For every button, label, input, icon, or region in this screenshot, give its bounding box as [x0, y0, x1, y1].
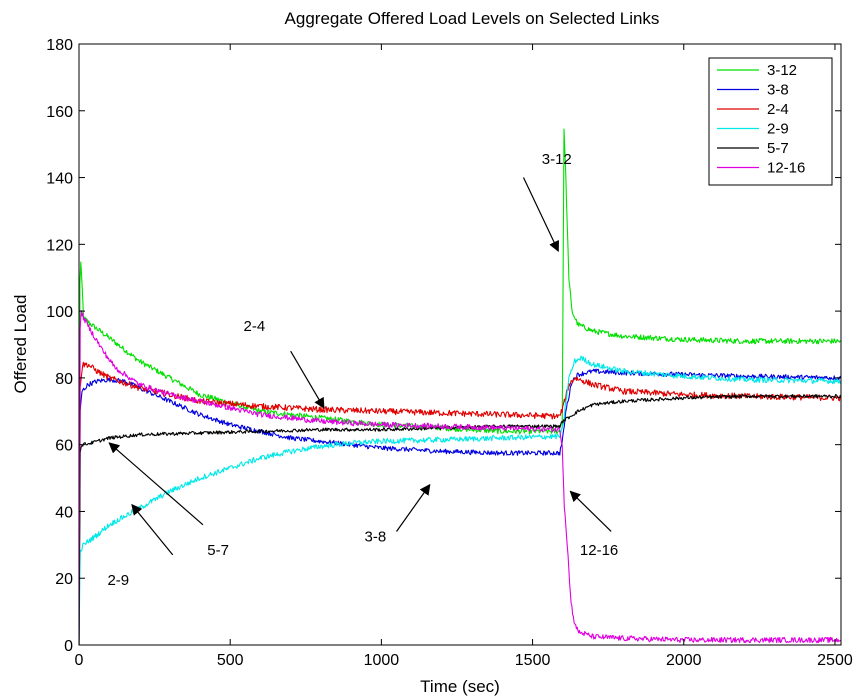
annotation-label: 5-7: [207, 542, 229, 559]
y-tick-label: 0: [64, 638, 73, 655]
y-tick-label: 180: [46, 37, 73, 54]
legend-label: 2-4: [767, 101, 789, 118]
legend: 3-12 3-8 2-4 2-9 5-7 12-16: [708, 57, 833, 186]
x-tick-label: 2000: [666, 652, 702, 669]
x-tick-label: 500: [217, 652, 244, 669]
legend-label: 5-7: [767, 140, 789, 157]
legend-label: 3-12: [767, 62, 797, 79]
x-tick-label: 0: [75, 652, 84, 669]
y-tick-label: 160: [46, 104, 73, 121]
annotation-arrow: [131, 503, 174, 556]
annotation-label: 3-8: [364, 528, 386, 545]
chart-title: Aggregate Offered Load Levels on Selecte…: [285, 9, 660, 28]
series-layer: [79, 128, 841, 645]
y-tick-label: 40: [55, 504, 73, 521]
series-line-5-7: [79, 394, 841, 645]
series-line-2-4: [79, 361, 841, 645]
annotation-arrow: [396, 483, 431, 532]
annotation-label: 2-4: [244, 318, 266, 335]
series-line-12-16: [79, 309, 841, 645]
annotation-arrow: [108, 442, 204, 526]
plot-frame: [78, 43, 842, 646]
x-tick-label: 2500: [817, 652, 853, 669]
y-tick-label: 80: [55, 371, 73, 388]
y-axis-label: Offered Load: [11, 295, 30, 394]
y-tick-label: 100: [46, 304, 73, 321]
legend-label: 2-9: [767, 121, 789, 138]
y-tick-label: 20: [55, 571, 73, 588]
series-line-3-12: [79, 128, 841, 645]
x-axis-label: Time (sec): [420, 677, 500, 696]
plot-area: [78, 43, 842, 646]
annotation-arrow: [522, 177, 559, 252]
annotation-label: 12-16: [580, 542, 618, 559]
x-tick-label: 1500: [515, 652, 551, 669]
annotations: 3-12 2-4 5-7 3-8 2-9 12-16: [107, 151, 618, 589]
y-tick-label: 60: [55, 438, 73, 455]
series-line-2-9: [79, 355, 841, 645]
x-tick-label: 1000: [364, 652, 400, 669]
legend-label: 3-8: [767, 82, 789, 99]
y-tick-label: 120: [46, 237, 73, 254]
axis-ticks: 0 500 1000 1500 2000 2500 0 20 40 60 80 100 120 140 16…: [46, 37, 853, 669]
legend-box: [708, 57, 833, 186]
y-tick-label: 140: [46, 171, 73, 188]
legend-label: 12-16: [767, 160, 805, 177]
annotation-label: 2-9: [107, 572, 129, 589]
annotation-arrow: [569, 490, 612, 532]
annotation-arrow: [290, 350, 325, 409]
annotation-label: 3-12: [542, 151, 572, 168]
series-line-3-8: [79, 368, 841, 645]
